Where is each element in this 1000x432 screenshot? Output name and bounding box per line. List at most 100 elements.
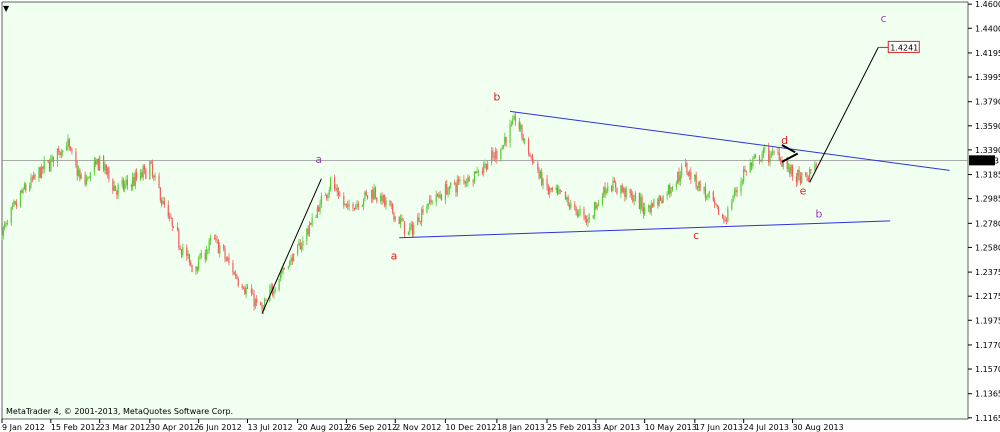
candle-body [527, 139, 530, 154]
candle-body [188, 253, 190, 263]
candle-body [621, 185, 623, 192]
candle-body [345, 203, 348, 206]
candle-body [232, 262, 234, 273]
candle-body [510, 124, 512, 126]
candle-body [99, 156, 101, 171]
x-tick-label: 30 Aug 2013 [792, 423, 843, 432]
candle-body [244, 287, 246, 295]
candle-body [25, 184, 27, 191]
candle-body [694, 174, 696, 180]
candle-body [501, 148, 503, 150]
candle-body [450, 182, 452, 187]
candle-body [393, 211, 395, 220]
candle-body [799, 175, 802, 184]
candle-body [671, 187, 673, 191]
candle-body [224, 248, 226, 259]
candle-body [199, 256, 201, 260]
candle-body [638, 192, 641, 210]
wave-line [261, 178, 322, 314]
candle-body [134, 172, 136, 186]
candle-body [727, 208, 729, 222]
candle-body [348, 203, 350, 207]
x-tick-label: 13 Jul 2012 [247, 423, 292, 432]
candle-body [505, 136, 507, 143]
candle-body [640, 196, 642, 210]
candle-body [236, 275, 238, 279]
candle-body [768, 147, 770, 163]
candle-body [234, 274, 237, 276]
candle-body [770, 153, 772, 155]
target-price-box [887, 40, 920, 53]
wave-label-b: b [815, 207, 822, 220]
candle-body [262, 308, 264, 310]
candle-body [162, 200, 164, 205]
candle-body [260, 302, 262, 306]
candle-body [80, 174, 82, 179]
candle-body [411, 223, 414, 235]
candle-body [603, 187, 605, 197]
candle-body [717, 207, 720, 215]
candle-body [708, 191, 710, 194]
candle-body [117, 184, 119, 195]
candle-body [773, 151, 775, 153]
candle-body [149, 161, 151, 180]
candle-body [733, 191, 736, 197]
candle-body [418, 217, 420, 222]
candle-body [789, 167, 791, 174]
wave-label-a: a [391, 249, 398, 262]
chart-menu-icon[interactable]: ▼ [3, 4, 10, 13]
candle-body [60, 152, 62, 155]
x-tick-label: 25 Feb 2013 [547, 423, 597, 432]
candle-body [815, 164, 817, 166]
candle-body [723, 218, 725, 220]
candle-body [273, 291, 275, 295]
candle-body [725, 220, 728, 222]
candle-body [641, 196, 643, 208]
candle-body [389, 200, 391, 206]
candle-body [810, 169, 812, 171]
candle-body [204, 252, 206, 260]
y-tick-label: 1.2580 [975, 243, 1000, 252]
candle-body [797, 170, 799, 183]
y-tick-label: 1.3185 [975, 171, 1000, 180]
candle-body [219, 245, 221, 254]
candle-body [541, 171, 543, 186]
candle-body [51, 156, 53, 158]
candle-body [435, 194, 437, 202]
candle-body [790, 164, 792, 174]
candle-body [522, 137, 524, 141]
candle-body [186, 247, 188, 257]
candle-body [688, 171, 691, 176]
candle-body [70, 147, 72, 150]
candle-body [681, 166, 683, 176]
candle-body [47, 160, 49, 163]
candle-body [179, 247, 181, 250]
candle-body [667, 185, 670, 194]
candle-body [308, 223, 311, 235]
candle-body [629, 189, 631, 194]
candle-body [283, 267, 286, 269]
candle-body [613, 180, 615, 183]
candle-body [583, 208, 585, 217]
candle-body [426, 206, 428, 213]
candle-body [108, 167, 110, 180]
candle-body [213, 238, 216, 239]
candle-body [494, 150, 497, 158]
candle-body [116, 190, 118, 195]
candle-body [657, 199, 659, 206]
candle-body [136, 172, 138, 179]
candle-body [390, 204, 392, 206]
candle-body [464, 181, 466, 184]
candle-body [593, 201, 596, 216]
candle-body [780, 160, 782, 161]
candle-body [612, 180, 614, 192]
candle-body [447, 190, 449, 195]
candle-body [564, 191, 567, 200]
candle-body [133, 176, 135, 186]
candle-body [669, 185, 671, 194]
candle-body [537, 163, 539, 170]
candle-body [419, 221, 421, 223]
candle-body [311, 217, 313, 225]
candle-body [798, 170, 800, 176]
